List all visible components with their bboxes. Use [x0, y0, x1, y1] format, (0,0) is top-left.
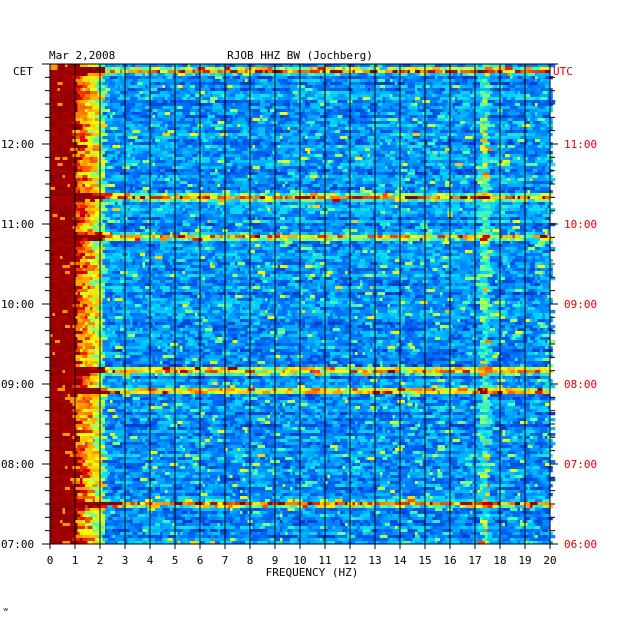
grid-lines [74, 64, 526, 544]
x-tick-label: 7 [222, 554, 229, 567]
x-axis-ticks: 0 1 2 3 4 5 6 7 8 9 10 11 12 13 14 15 16 17 18 19 20 [47, 544, 557, 567]
left-time-ticks: 12:00 11:00 10:00 09:00 08:00 07:00 [1, 63, 50, 551]
x-tick-label: 11 [318, 554, 331, 567]
x-axis-label: FREQUENCY (HZ) [266, 566, 359, 579]
x-tick-label: 15 [418, 554, 431, 567]
right-tick-label: 11:00 [564, 138, 597, 151]
x-tick-label: 5 [172, 554, 179, 567]
x-tick-label: 14 [393, 554, 407, 567]
x-tick-label: 4 [147, 554, 154, 567]
x-tick-label: 17 [468, 554, 481, 567]
x-tick-label: 12 [343, 554, 356, 567]
x-tick-label: 10 [293, 554, 306, 567]
right-axis-label: UTC [553, 65, 573, 78]
x-tick-label: 1 [72, 554, 79, 567]
x-tick-label: 19 [518, 554, 531, 567]
left-tick-label: 12:00 [1, 138, 34, 151]
left-tick-label: 08:00 [1, 458, 34, 471]
x-tick-label: 8 [247, 554, 254, 567]
right-tick-label: 08:00 [564, 378, 597, 391]
x-tick-label: 2 [97, 554, 104, 567]
x-tick-label: 16 [443, 554, 456, 567]
x-tick-label: 13 [368, 554, 381, 567]
left-axis-label: CET [13, 65, 33, 78]
chart-date: Mar 2,2008 [49, 49, 115, 62]
right-tick-label: 09:00 [564, 298, 597, 311]
left-tick-label: 10:00 [1, 298, 34, 311]
footer-mark: ʷ [3, 607, 8, 617]
x-tick-label: 9 [272, 554, 279, 567]
x-tick-label: 18 [493, 554, 506, 567]
x-tick-label: 6 [197, 554, 204, 567]
right-tick-label: 07:00 [564, 458, 597, 471]
left-tick-label: 09:00 [1, 378, 34, 391]
left-tick-label: 11:00 [1, 218, 34, 231]
x-tick-label: 3 [122, 554, 129, 567]
right-tick-label: 06:00 [564, 538, 597, 551]
left-tick-label: 07:00 [1, 538, 34, 551]
heatmap [50, 64, 556, 545]
x-tick-label: 20 [543, 554, 556, 567]
x-tick-label: 0 [47, 554, 54, 567]
right-time-ticks: 11:00 10:00 09:00 08:00 07:00 06:00 [550, 63, 597, 551]
chart-title: RJOB HHZ BW (Jochberg) [227, 49, 373, 62]
right-tick-label: 10:00 [564, 218, 597, 231]
